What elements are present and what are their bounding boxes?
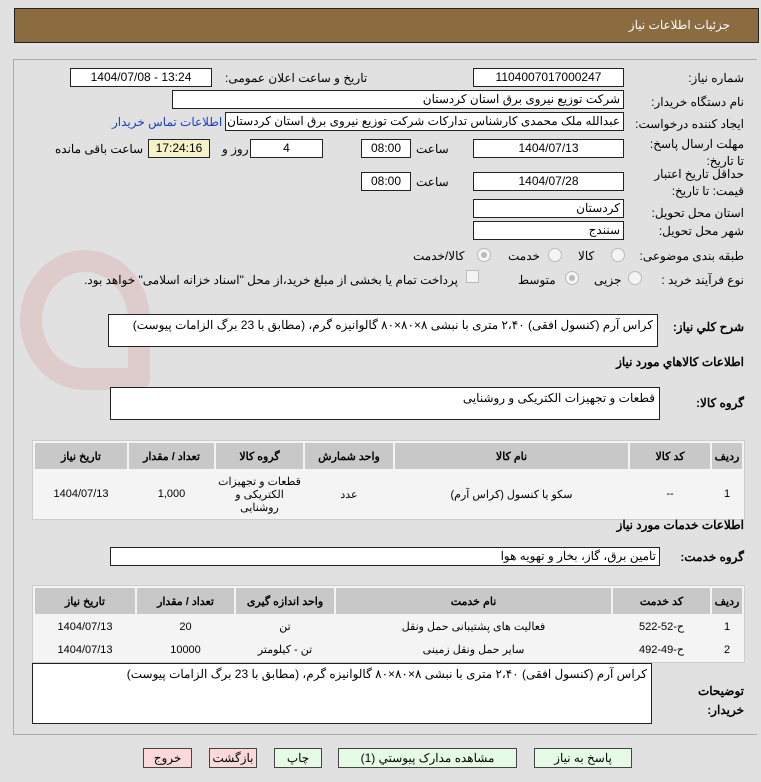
creator-label: ایجاد کننده درخواست:	[635, 117, 744, 131]
table-row: 2 ح-49-492 سایر حمل ونقل زمینی تن - کیلو…	[35, 639, 742, 660]
category-radio-service[interactable]	[548, 248, 562, 262]
goods-table-header: ردیف کد کالا نام کالا واحد شمارش گروه کا…	[35, 443, 742, 469]
print-button[interactable]: چاپ	[274, 748, 322, 768]
deadline-time-field[interactable]: 08:00	[361, 139, 411, 158]
cell: قطعات و تجهیزات الکتریکی و روشنایی	[216, 471, 303, 517]
days-field[interactable]: 4	[250, 139, 323, 158]
cell: 20	[137, 616, 234, 637]
need-number-field[interactable]: 1104007017000247	[473, 68, 624, 87]
col-header: ردیف	[712, 588, 742, 614]
goods-group-textarea[interactable]: قطعات و تجهیزات الکتریکی و روشنایی	[110, 387, 660, 420]
province-label: استان محل تحویل:	[651, 206, 744, 220]
cell: 2	[712, 639, 742, 660]
cell: فعالیت های پشتیبانی حمل ونقل	[336, 616, 611, 637]
table-row: 1 ح-52-522 فعالیت های پشتیبانی حمل ونقل …	[35, 616, 742, 637]
validity-time-label: ساعت	[416, 175, 449, 189]
goods-group-label: گروه کالا:	[696, 396, 744, 410]
reply-button[interactable]: پاسخ به نیاز	[534, 748, 632, 768]
need-number-label: شماره نیاز:	[688, 71, 744, 85]
announce-field[interactable]: 1404/07/08 - 13:24	[70, 68, 212, 87]
col-header: نام کالا	[395, 443, 628, 469]
validity-time-field[interactable]: 08:00	[361, 172, 411, 191]
cell: تن	[236, 616, 334, 637]
col-header: تعداد / مقدار	[137, 588, 234, 614]
city-field[interactable]: سنندج	[473, 221, 624, 240]
category-radio-goods-service[interactable]	[477, 248, 491, 262]
services-table: ردیف کد خدمت نام خدمت واحد اندازه گیری ت…	[32, 585, 745, 663]
col-header: واحد اندازه گیری	[236, 588, 334, 614]
buyer-notes-label: توضیحات خریدار:	[697, 684, 744, 717]
buyer-label: نام دستگاه خریدار:	[651, 95, 744, 109]
services-group-field[interactable]: تامین برق، گاز، بخار و تهویه هوا	[110, 547, 660, 566]
col-header: گروه کالا	[216, 443, 303, 469]
category-label: طبقه بندی موضوعی:	[639, 249, 744, 263]
contact-buyer-link[interactable]: اطلاعات تماس خریدار	[112, 115, 223, 129]
col-header: واحد شمارش	[305, 443, 393, 469]
cell: سایر حمل ونقل زمینی	[336, 639, 611, 660]
page-title: جزئیات اطلاعات نیاز	[628, 18, 730, 32]
city-label: شهر محل تحویل:	[658, 224, 744, 238]
process-radio-medium[interactable]	[565, 271, 579, 285]
goods-title: اطلاعات کالاهاي مورد نياز	[616, 355, 744, 369]
attachments-button[interactable]: مشاهده مدارک پیوستي (1)	[338, 748, 517, 768]
category-option-goods-service: کالا/خدمت	[413, 249, 465, 263]
category-radio-goods[interactable]	[611, 248, 625, 262]
cell: 1,000	[129, 471, 214, 517]
buyer-notes-textarea[interactable]: کراس آرم (کنسول افقی) ۲،۴۰ متری با نبشی …	[32, 663, 652, 724]
cell: عدد	[305, 471, 393, 517]
remaining-label: ساعت باقی مانده	[55, 142, 144, 156]
cell: ح-49-492	[613, 639, 710, 660]
col-header: کد خدمت	[613, 588, 710, 614]
buyer-field[interactable]: شرکت توزیع نیروی برق استان کردستان	[172, 90, 624, 109]
col-header: کد کالا	[630, 443, 710, 469]
process-option-medium: متوسط	[518, 273, 556, 287]
creator-field[interactable]: عبدالله ملک محمدی کارشناس تدارکات شرکت ت…	[225, 112, 624, 131]
cell: 1404/07/13	[35, 471, 127, 517]
validity-label: حداقل تاریخ اعتبار قیمت: تا تاریخ:	[654, 167, 744, 198]
cell: 1404/07/13	[35, 616, 135, 637]
col-header: تاریخ نیاز	[35, 588, 135, 614]
services-group-label: گروه خدمت:	[680, 550, 744, 564]
cell: 10000	[137, 639, 234, 660]
province-field[interactable]: کردستان	[473, 199, 624, 218]
cell: سکو یا کنسول (کراس آرم)	[395, 471, 628, 517]
summary-textarea[interactable]: کراس آرم (کنسول افقی) ۲،۴۰ متری با نبشی …	[108, 314, 658, 347]
col-header: ردیف	[712, 443, 742, 469]
deadline-label: مهلت ارسال پاسخ: تا تاریخ:	[649, 137, 744, 168]
cell: ح-52-522	[613, 616, 710, 637]
col-header: تاریخ نیاز	[35, 443, 127, 469]
services-table-header: ردیف کد خدمت نام خدمت واحد اندازه گیری ت…	[35, 588, 742, 614]
page-header: جزئیات اطلاعات نیاز	[14, 8, 759, 43]
validity-date-field[interactable]: 1404/07/28	[473, 172, 624, 191]
col-header: نام خدمت	[336, 588, 611, 614]
treasury-checkbox[interactable]	[466, 270, 479, 283]
process-radio-minor[interactable]	[628, 271, 642, 285]
details-panel	[13, 59, 757, 735]
deadline-date-field[interactable]: 1404/07/13	[473, 139, 624, 158]
payment-note: پرداخت تمام یا بخشی از مبلغ خرید،از محل …	[84, 273, 458, 287]
category-option-service: خدمت	[508, 249, 540, 263]
services-title: اطلاعات خدمات مورد نياز	[616, 518, 744, 532]
cell: 1404/07/13	[35, 639, 135, 660]
summary-label: شرح کلي نياز:	[672, 320, 744, 334]
remaining-time-field: 17:24:16	[148, 139, 210, 158]
cell: --	[630, 471, 710, 517]
announce-label: تاریخ و ساعت اعلان عمومی:	[225, 71, 368, 85]
goods-table: ردیف کد کالا نام کالا واحد شمارش گروه کا…	[32, 440, 745, 520]
table-row: 1 -- سکو یا کنسول (کراس آرم) عدد قطعات و…	[35, 471, 742, 517]
process-label: نوع فرآیند خرید :	[661, 273, 744, 287]
category-option-goods: کالا	[578, 249, 595, 263]
process-option-minor: جزیی	[594, 273, 622, 287]
cell: 1	[712, 471, 742, 517]
col-header: تعداد / مقدار	[129, 443, 214, 469]
days-label: روز و	[222, 142, 249, 156]
deadline-time-label: ساعت	[416, 142, 449, 156]
cell: 1	[712, 616, 742, 637]
exit-button[interactable]: خروج	[143, 748, 192, 768]
back-button[interactable]: بازگشت	[209, 748, 257, 768]
cell: تن - کیلومتر	[236, 639, 334, 660]
